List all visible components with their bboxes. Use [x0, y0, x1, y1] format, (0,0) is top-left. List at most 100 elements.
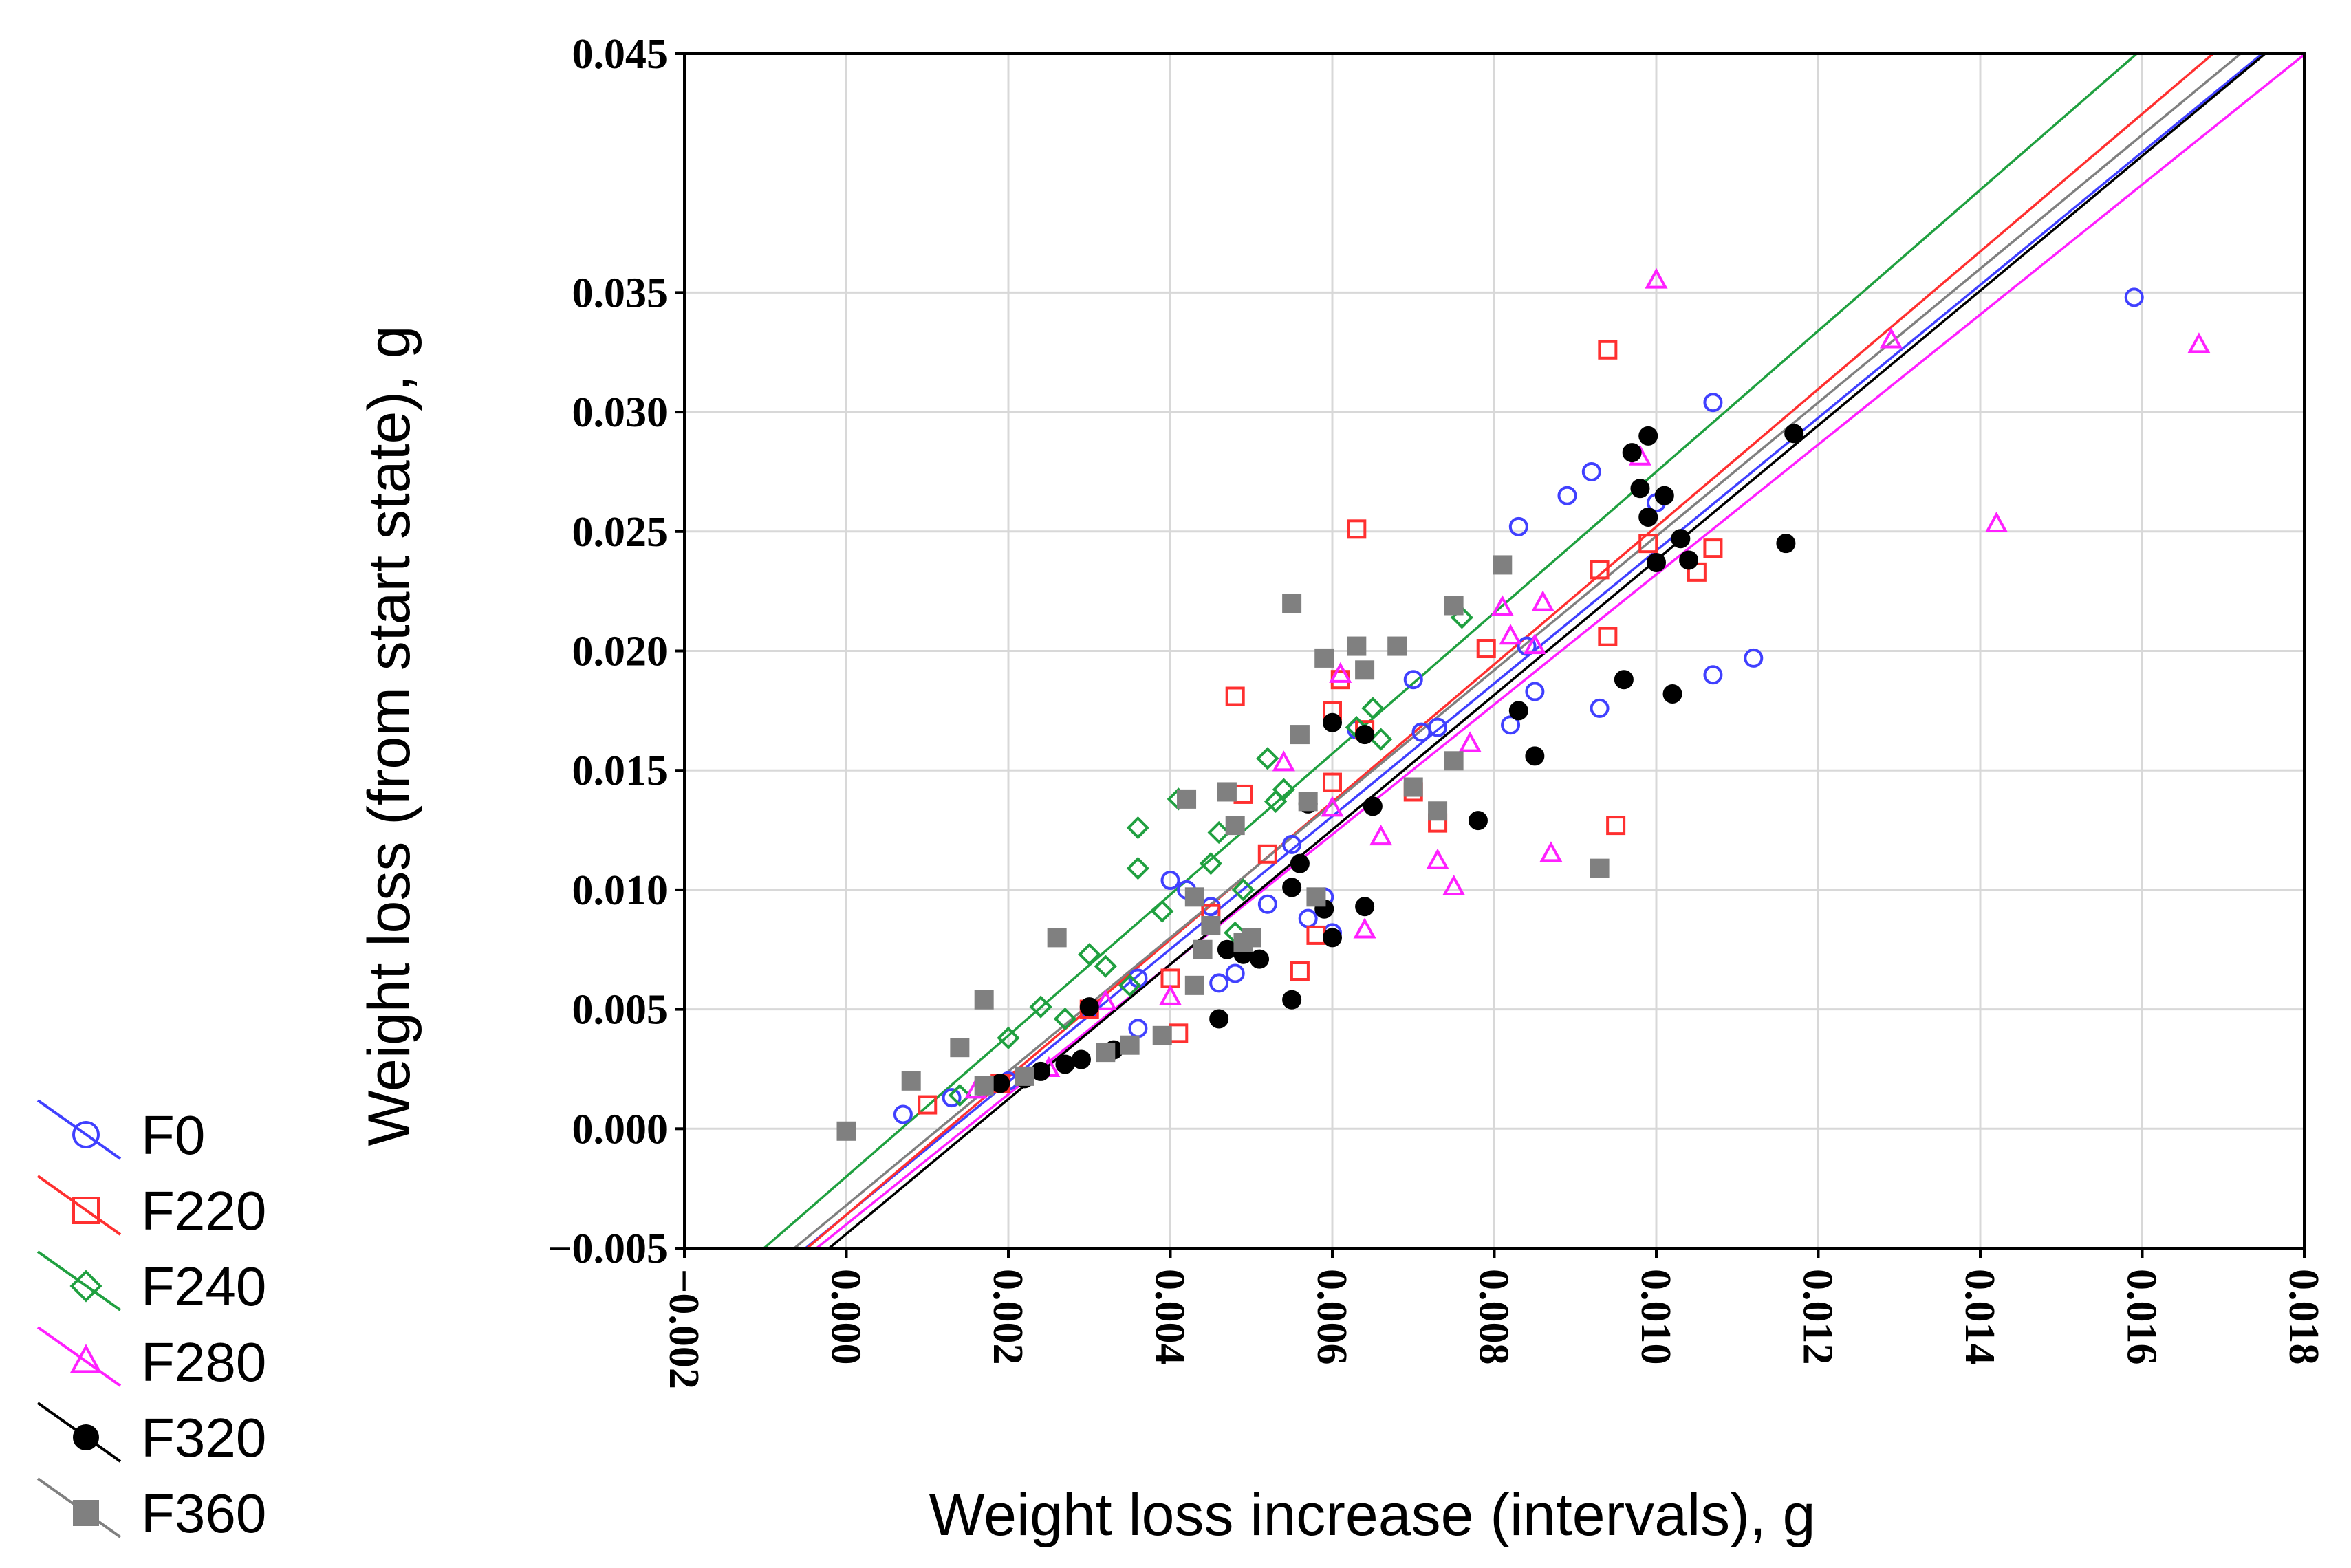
data-point	[1508, 516, 1528, 536]
data-point	[1525, 746, 1545, 766]
y-tick-label: −0.005	[548, 1226, 668, 1272]
data-point	[1160, 871, 1180, 891]
x-tick-label: 0.008	[1471, 1269, 1517, 1365]
data-point	[1491, 595, 1514, 616]
data-point	[1468, 811, 1488, 831]
data-point	[1647, 552, 1666, 572]
data-point	[1638, 426, 1658, 446]
data-point	[1250, 949, 1270, 969]
data-point	[1355, 660, 1375, 680]
y-axis-ticks: −0.005 0.000 0.005 0.010 0.015 0.020 0.025 0.03…	[548, 31, 684, 1272]
series-f280	[964, 268, 2211, 1099]
data-point	[1387, 636, 1407, 656]
legend-line	[36, 1175, 122, 1236]
data-point	[1055, 1054, 1075, 1074]
data-point	[1403, 670, 1423, 690]
data-point	[1784, 424, 1804, 444]
legend-item-f360: F360	[36, 1477, 266, 1544]
data-point	[1622, 443, 1642, 463]
data-point	[1257, 844, 1277, 864]
data-point	[1177, 789, 1197, 809]
data-point	[1703, 538, 1723, 558]
data-point	[1539, 841, 1563, 862]
fit-line-f360	[792, 54, 2243, 1248]
legend-line	[36, 1099, 122, 1160]
data-point	[836, 1121, 856, 1141]
fit-line-f320	[827, 54, 2267, 1248]
y-tick-label: 0.030	[572, 389, 669, 436]
data-point	[948, 1084, 971, 1107]
data-point	[1272, 778, 1295, 801]
data-point	[1078, 943, 1101, 966]
data-point	[1209, 1009, 1229, 1029]
data-point	[1158, 984, 1182, 1005]
data-point	[1679, 550, 1699, 570]
y-axis-title: Weight loss (from start state), g	[356, 325, 422, 1146]
data-point	[1363, 796, 1383, 816]
data-point	[1314, 648, 1334, 668]
x-tick-label: 0.000	[823, 1269, 869, 1365]
data-point	[1444, 751, 1464, 771]
data-point	[1703, 665, 1723, 685]
data-point	[1581, 461, 1601, 481]
data-point	[1217, 939, 1237, 959]
data-point	[901, 1071, 921, 1091]
x-tick-label: 0.014	[1956, 1269, 2003, 1365]
series-f360	[836, 555, 1610, 1141]
data-point	[1120, 1035, 1140, 1055]
data-point	[1630, 479, 1650, 499]
y-tick-label: 0.010	[572, 867, 669, 914]
x-tick-label: 0.012	[1795, 1269, 1841, 1365]
data-point	[1557, 486, 1577, 505]
data-point	[1290, 961, 1310, 981]
data-point	[1031, 1061, 1051, 1081]
data-point	[1476, 639, 1496, 659]
data-point	[1126, 857, 1150, 880]
legend-marker	[73, 1500, 99, 1526]
data-point	[1094, 955, 1117, 978]
data-point	[1225, 963, 1245, 983]
data-point	[974, 990, 994, 1010]
data-point	[1517, 636, 1537, 656]
x-axis-ticks: −0.002 0.000 0.002 0.004 0.006 0.008 0.010 0.01…	[660, 1248, 2327, 1389]
legend-label: F240	[141, 1256, 266, 1317]
legend-item-f280: F280	[36, 1326, 266, 1393]
legend-marker	[73, 1424, 99, 1450]
data-point	[1638, 534, 1658, 554]
y-tick-label: 0.020	[572, 629, 669, 675]
data-point	[1662, 684, 1682, 704]
x-tick-label: −0.002	[660, 1269, 707, 1389]
data-point	[1079, 997, 1099, 1017]
legend-item-f220: F220	[36, 1175, 266, 1241]
data-point	[1047, 928, 1067, 948]
data-point	[1306, 887, 1326, 907]
y-tick-label: 0.000	[572, 1106, 669, 1153]
legend-label: F280	[141, 1331, 266, 1393]
data-point	[1282, 990, 1302, 1010]
data-point	[990, 1074, 1010, 1093]
data-point	[1369, 728, 1393, 751]
data-point	[1508, 701, 1528, 721]
y-tick-label: 0.015	[572, 748, 669, 794]
data-point	[2187, 332, 2211, 353]
y-tick-label: 0.045	[572, 31, 669, 78]
data-point	[1282, 878, 1302, 897]
data-point	[1217, 782, 1237, 802]
data-point	[1290, 725, 1310, 745]
data-point	[997, 1026, 1020, 1049]
data-point	[950, 1038, 970, 1058]
data-point	[1323, 772, 1342, 792]
legend-label: F360	[141, 1483, 266, 1544]
data-point	[1094, 989, 1117, 1010]
data-point	[942, 1088, 962, 1108]
data-point	[1531, 590, 1554, 611]
data-point	[1193, 939, 1213, 959]
data-point	[1654, 486, 1674, 505]
data-point	[1614, 670, 1634, 690]
series-f320	[990, 424, 1804, 1093]
fit-line-f220	[805, 54, 2215, 1248]
data-point	[1355, 725, 1375, 745]
data-points	[836, 268, 2211, 1141]
